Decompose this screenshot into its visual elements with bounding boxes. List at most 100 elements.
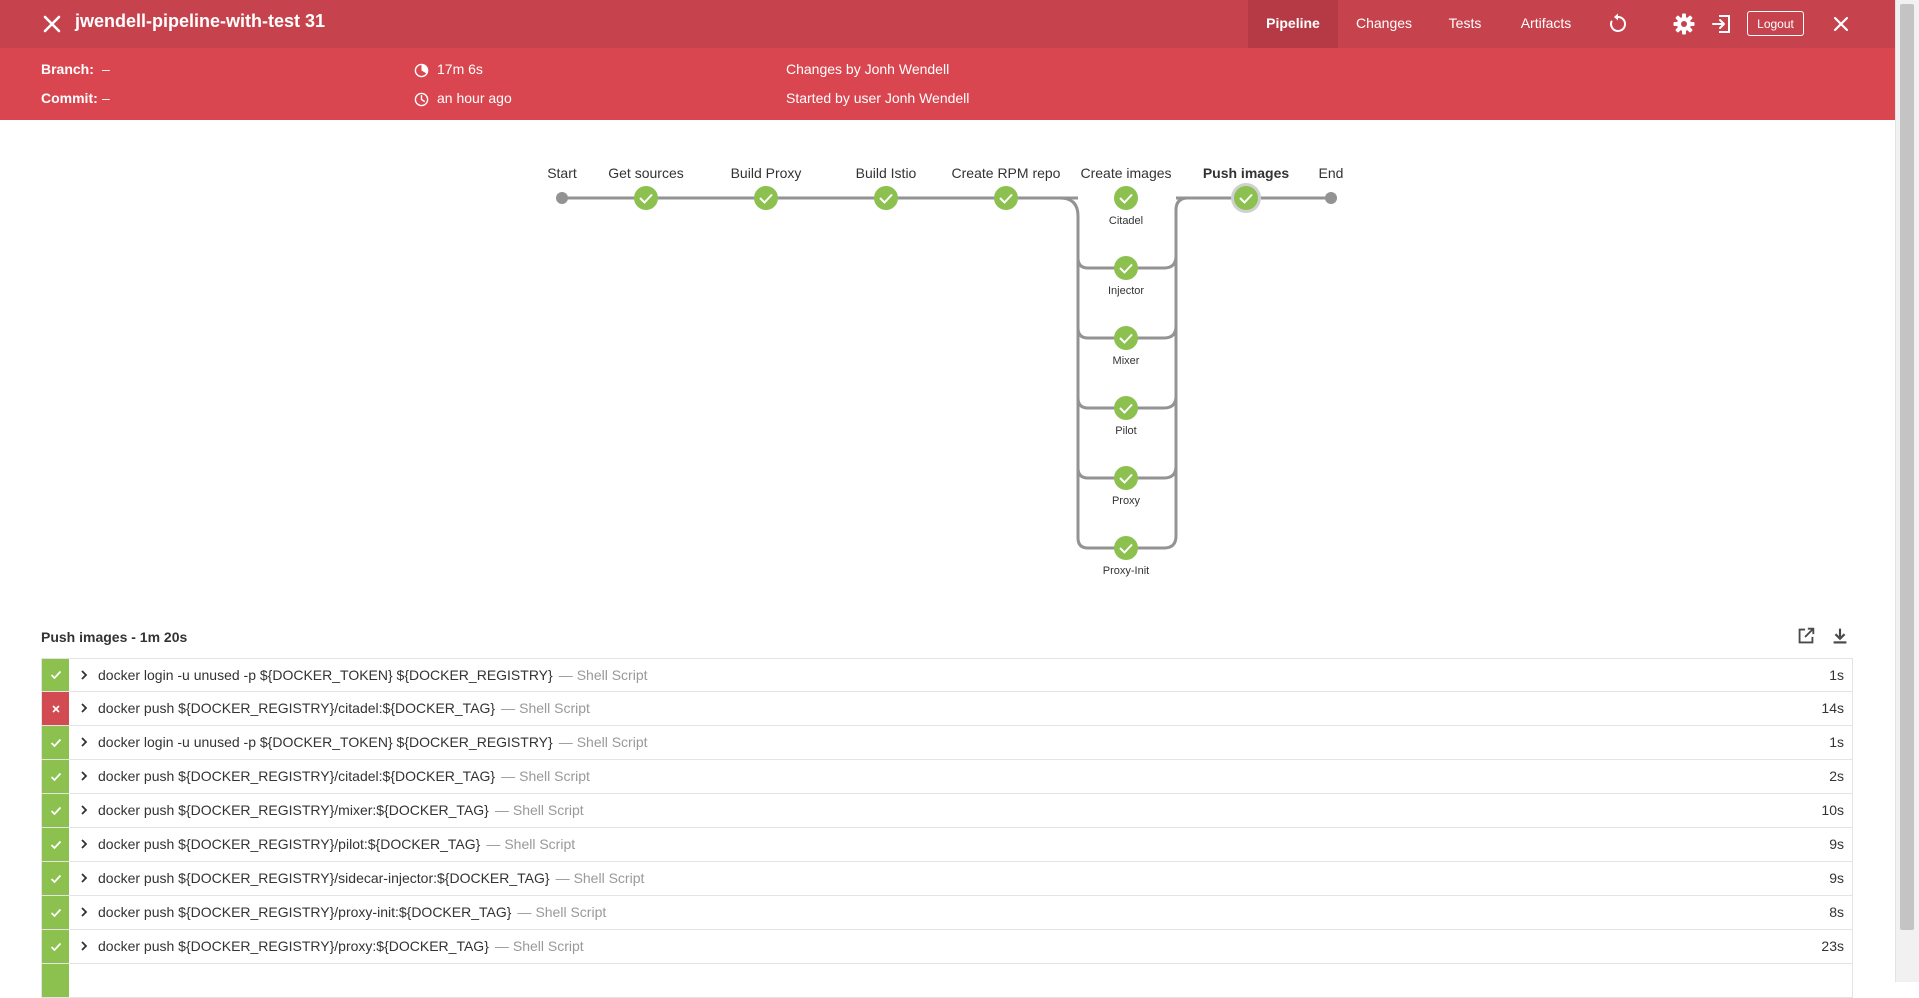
success-status [42,828,69,861]
stage-create-rpm-repo[interactable]: Create RPM repo [952,165,1061,210]
step-command: docker push ${DOCKER_REGISTRY}/citadel:$… [98,700,496,716]
success-status [42,760,69,793]
step-command: docker push ${DOCKER_REGISTRY}/sidecar-i… [98,870,550,886]
changes-text: Changes by Jonh Wendell [786,61,950,77]
step-duration: 2s [1829,768,1844,784]
check-icon [50,806,61,815]
stage-build-istio[interactable]: Build Istio [856,165,917,210]
stage-label: Create RPM repo [952,165,1061,181]
check-icon [1119,263,1133,274]
branch-label: Proxy [1112,495,1141,507]
step-row[interactable]: docker push ${DOCKER_REGISTRY}/citadel:$… [41,692,1853,726]
step-row[interactable] [41,964,1853,998]
run-duration: 17m 6s [437,61,483,77]
tab-changes[interactable]: Changes [1355,15,1413,31]
close-icon[interactable] [1829,12,1853,36]
step-row[interactable]: docker push ${DOCKER_REGISTRY}/proxy:${D… [41,930,1853,964]
stage-push-images[interactable]: Push images [1203,165,1290,213]
logout-button[interactable]: Logout [1747,11,1804,36]
step-row[interactable]: docker push ${DOCKER_REGISTRY}/proxy-ini… [41,896,1853,930]
branch-label: Branch: [41,61,94,77]
duration-icon [414,63,429,78]
step-duration: 10s [1821,802,1844,818]
branch-proxy[interactable]: Proxy [1112,466,1141,507]
step-duration: 9s [1829,836,1844,852]
check-icon [879,193,893,204]
step-command: docker push ${DOCKER_REGISTRY}/proxy:${D… [98,938,489,954]
chevron-right-icon[interactable] [78,702,90,714]
check-icon [759,193,773,204]
commit-value: – [102,90,110,106]
chevron-right-icon[interactable] [78,669,90,681]
exit-icon[interactable] [1710,12,1734,36]
branch-mixer[interactable]: Mixer [1113,326,1140,367]
check-icon [999,193,1013,204]
chevron-right-icon[interactable] [78,770,90,782]
step-row[interactable]: docker push ${DOCKER_REGISTRY}/citadel:$… [41,760,1853,794]
step-duration: 14s [1821,700,1844,716]
step-list: docker login -u unused -p ${DOCKER_TOKEN… [41,658,1853,998]
branch-label: Pilot [1115,425,1136,437]
pipeline-graph: Start End Get sources Build Proxy Build … [0,120,1895,600]
step-row[interactable]: docker push ${DOCKER_REGISTRY}/mixer:${D… [41,794,1853,828]
stage-get-sources[interactable]: Get sources [608,165,684,210]
stage-build-proxy[interactable]: Build Proxy [731,165,802,210]
success-status [42,862,69,895]
run-started: an hour ago [437,90,512,106]
step-type: Shell Script [504,836,576,852]
check-icon [50,670,61,680]
tab-artifacts[interactable]: Artifacts [1520,15,1572,31]
step-type: Shell Script [535,904,607,920]
step-duration: 9s [1829,870,1844,886]
failure-status [42,692,69,725]
chevron-right-icon[interactable] [78,872,90,884]
chevron-right-icon[interactable] [78,804,90,816]
branch-label: Injector [1108,285,1144,297]
run-summary: Branch: – Commit: – 17m 6s an hour ago C… [0,48,1895,120]
step-type: Shell Script [519,700,590,716]
step-row[interactable]: docker push ${DOCKER_REGISTRY}/sidecar-i… [41,862,1853,896]
step-command: docker push ${DOCKER_REGISTRY}/mixer:${D… [98,802,489,818]
close-icon[interactable] [40,12,64,36]
success-status [42,794,69,827]
step-duration: 8s [1829,904,1844,920]
step-row[interactable]: docker push ${DOCKER_REGISTRY}/pilot:${D… [41,828,1853,862]
stage-steps-heading: Push images - 1m 20s [41,629,188,645]
success-status [42,896,69,929]
commit-label: Commit: [41,90,98,106]
step-command: docker push ${DOCKER_REGISTRY}/pilot:${D… [98,836,481,852]
stage-label: Build Istio [856,165,917,181]
step-duration: 23s [1821,938,1844,954]
step-row[interactable]: docker login -u unused -p ${DOCKER_TOKEN… [41,726,1853,760]
open-external-icon[interactable] [1795,625,1817,647]
chevron-right-icon[interactable] [78,906,90,918]
replay-icon[interactable] [1606,12,1630,36]
check-icon [50,942,61,951]
step-row[interactable]: docker login -u unused -p ${DOCKER_TOKEN… [41,658,1853,692]
chevron-right-icon[interactable] [78,940,90,952]
step-type: Shell Script [512,802,584,818]
step-command: docker login -u unused -p ${DOCKER_TOKEN… [98,667,553,683]
branch-label: Proxy-Init [1103,565,1149,577]
check-icon [639,193,653,204]
download-icon[interactable] [1829,625,1851,647]
tab-pipeline[interactable]: Pipeline [1248,0,1338,48]
gear-icon[interactable] [1672,12,1696,36]
check-icon [1239,193,1253,204]
step-type: Shell Script [573,870,645,886]
step-type: Shell Script [519,768,590,784]
success-status [42,964,69,997]
branch-citadel[interactable]: Citadel [1109,186,1143,227]
branch-pilot[interactable]: Pilot [1114,396,1138,437]
tab-tests[interactable]: Tests [1448,15,1482,31]
branch-proxy-init[interactable]: Proxy-Init [1103,536,1149,577]
chevron-right-icon[interactable] [78,838,90,850]
start-label: Start [547,165,577,181]
scrollbar-thumb[interactable] [1900,4,1914,930]
check-icon [50,738,61,747]
step-type: Shell Script [576,734,648,750]
chevron-right-icon[interactable] [78,736,90,748]
branch-injector[interactable]: Injector [1108,256,1144,297]
branch-label: Citadel [1109,215,1143,227]
page-scrollbar[interactable] [1895,0,1919,982]
